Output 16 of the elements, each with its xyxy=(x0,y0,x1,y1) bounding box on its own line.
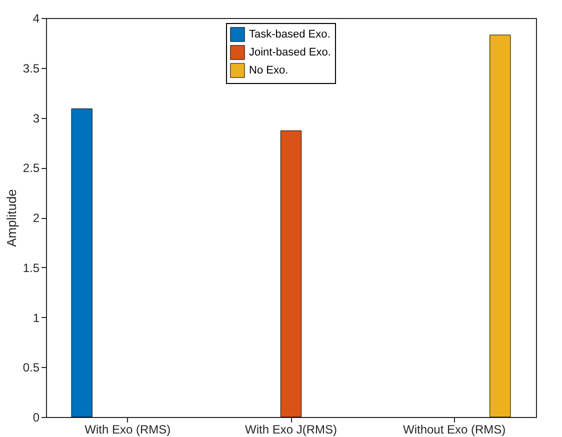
y-tick-label: 0 xyxy=(32,410,40,424)
y-tick-label: 1 xyxy=(32,310,40,325)
y-tick-label: 3.5 xyxy=(22,61,40,76)
x-tick-label: With Exo J(RMS) xyxy=(244,422,338,436)
y-tick-label: 1.5 xyxy=(22,260,40,275)
y-tick-label: 2.5 xyxy=(22,161,40,176)
legend-label: No Exo. xyxy=(249,64,288,76)
legend-label: Joint-based Exo. xyxy=(249,46,331,58)
legend-label: Task-based Exo. xyxy=(249,28,330,40)
y-tick-label: 4 xyxy=(32,12,40,26)
y-tick-label: 2 xyxy=(32,211,40,225)
x-tick-label: Without Exo (RMS) xyxy=(402,422,506,436)
x-tick-label: With Exo (RMS) xyxy=(84,422,171,436)
y-tick-label: 3 xyxy=(32,111,40,126)
y-axis-title: Amplitude xyxy=(4,189,19,247)
y-tick-label: 0.5 xyxy=(22,360,40,375)
